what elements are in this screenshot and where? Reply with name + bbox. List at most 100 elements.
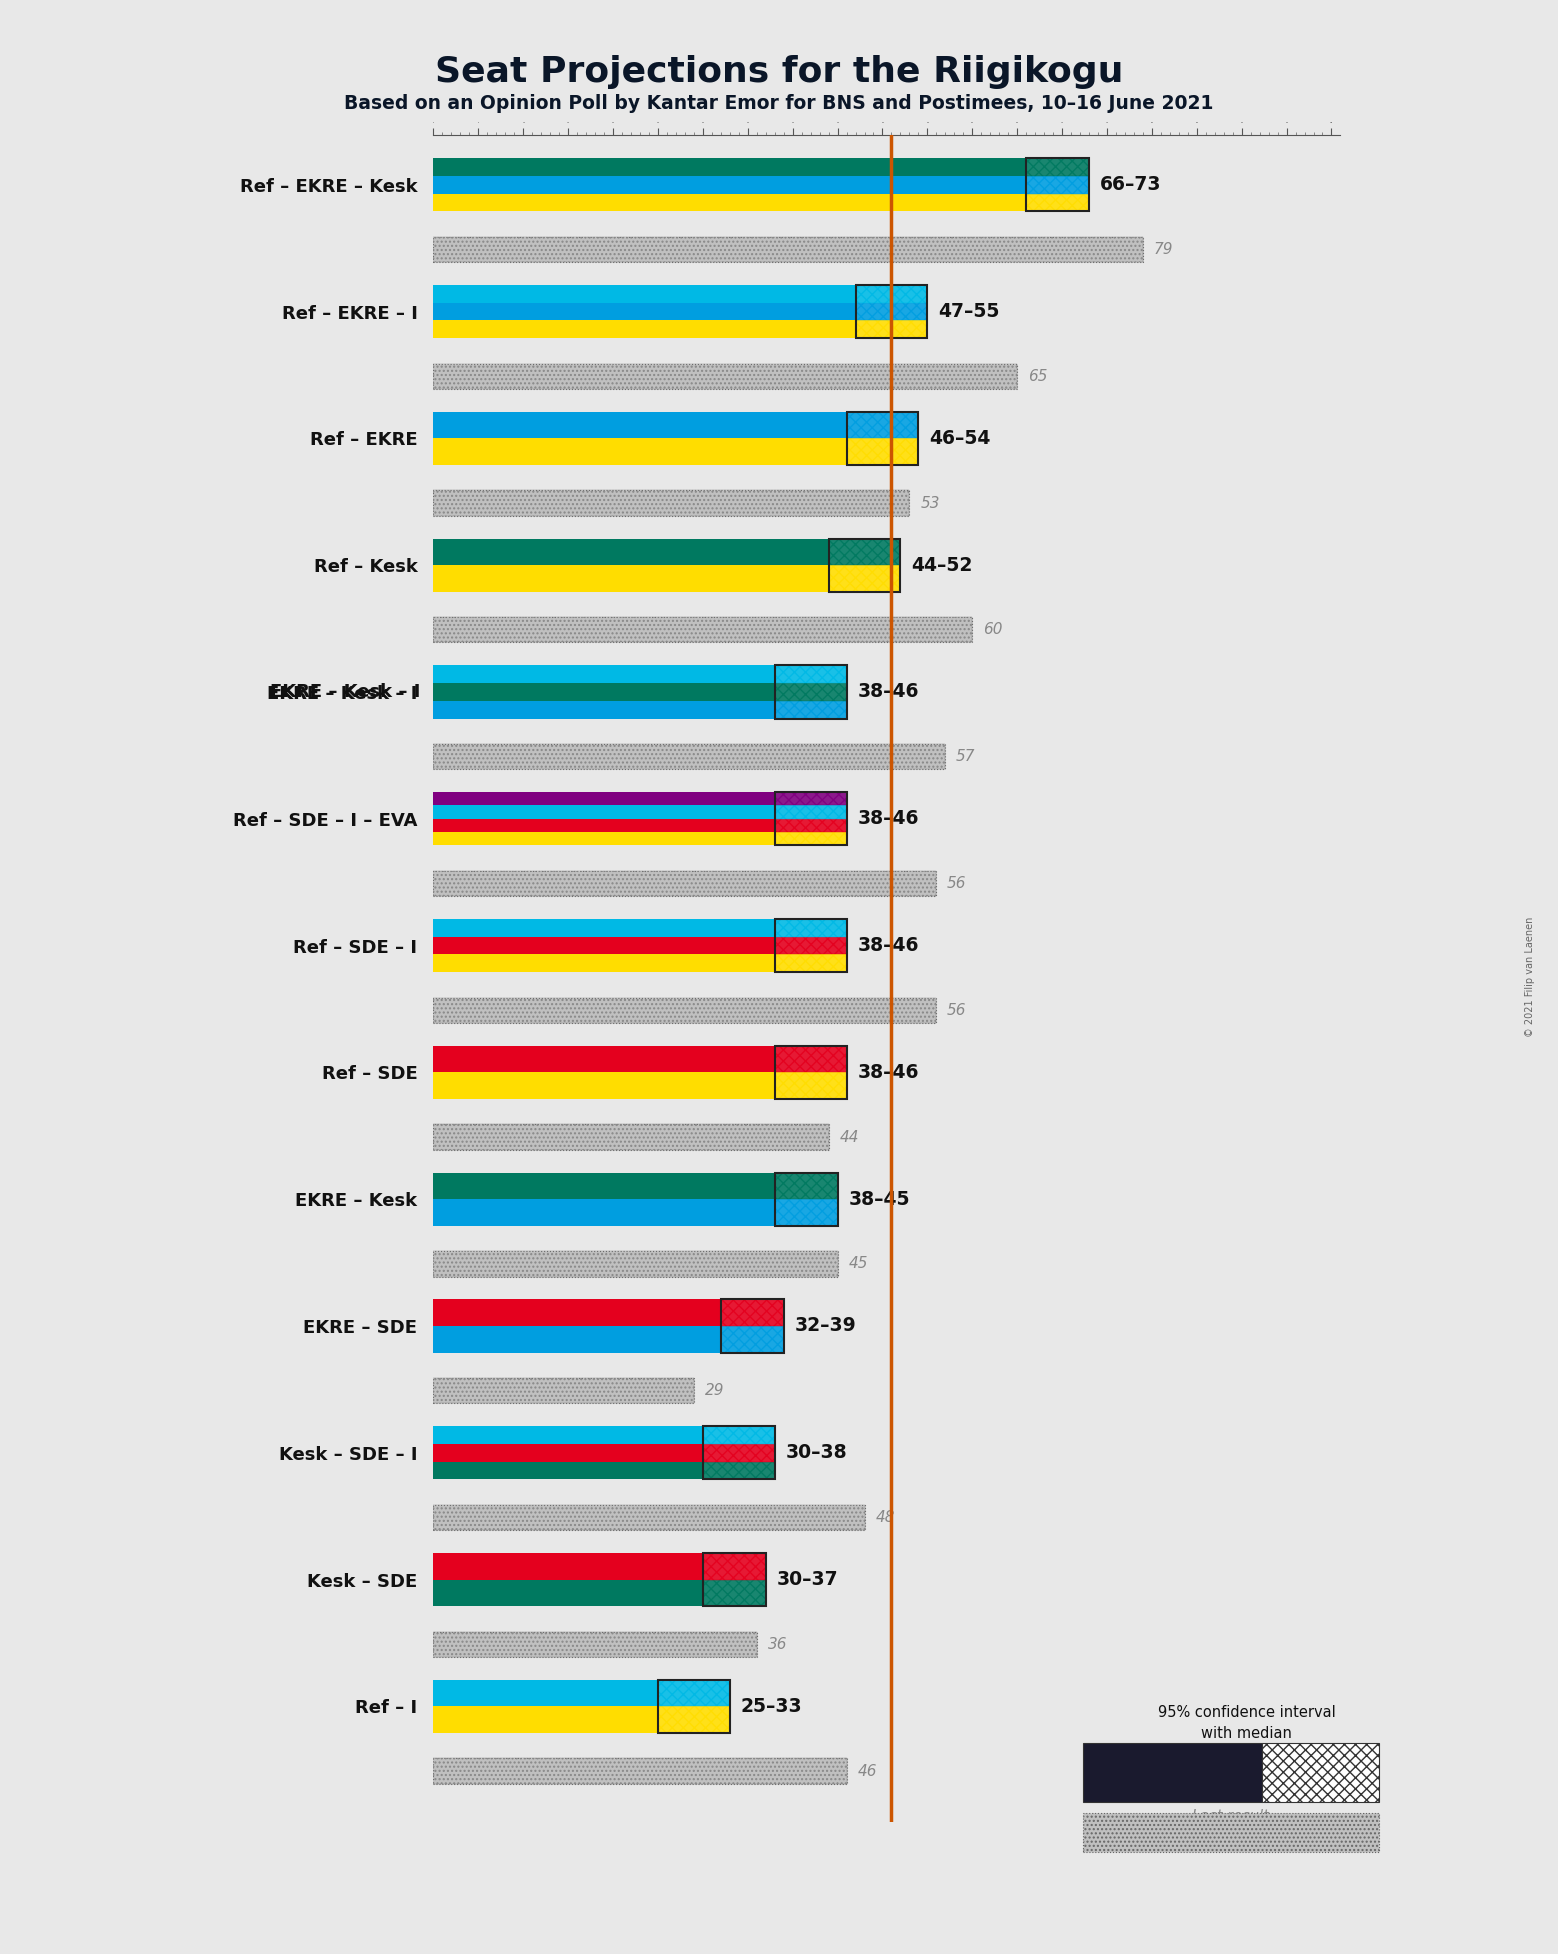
Bar xyxy=(829,539,901,565)
Bar xyxy=(1027,158,1089,176)
Bar xyxy=(855,303,927,320)
Bar xyxy=(774,936,846,954)
Bar xyxy=(433,954,774,973)
Text: 45: 45 xyxy=(849,1256,868,1272)
Bar xyxy=(774,954,846,973)
Bar xyxy=(433,320,855,338)
Bar xyxy=(774,684,846,701)
Bar xyxy=(703,1553,765,1606)
Text: 48: 48 xyxy=(876,1510,894,1524)
Bar xyxy=(433,819,774,832)
Bar xyxy=(433,832,774,846)
Text: 66–73: 66–73 xyxy=(1100,176,1161,193)
Bar xyxy=(433,176,1027,193)
Bar xyxy=(1027,158,1089,211)
Text: 46–54: 46–54 xyxy=(929,428,991,447)
Bar xyxy=(774,1200,838,1225)
Text: 30–37: 30–37 xyxy=(776,1571,838,1589)
Bar xyxy=(846,412,918,465)
Bar xyxy=(433,918,774,936)
Bar xyxy=(433,438,846,465)
Bar xyxy=(433,744,946,770)
Bar xyxy=(703,1444,774,1462)
Text: 46: 46 xyxy=(857,1764,877,1778)
Bar xyxy=(855,320,927,338)
Text: Last result: Last result xyxy=(1192,1809,1270,1825)
Bar xyxy=(774,832,846,846)
Bar xyxy=(433,617,972,643)
Bar xyxy=(721,1299,784,1352)
Bar xyxy=(703,1444,774,1462)
Bar xyxy=(433,303,855,320)
Bar xyxy=(774,954,846,973)
Bar xyxy=(433,1172,774,1200)
Bar xyxy=(433,791,774,805)
Text: 95% confidence interval: 95% confidence interval xyxy=(1158,1704,1335,1720)
Bar xyxy=(433,936,774,954)
Bar xyxy=(774,664,846,684)
Bar xyxy=(433,1251,838,1276)
Bar xyxy=(433,1045,774,1073)
Bar xyxy=(433,871,936,897)
Bar xyxy=(433,744,946,770)
Bar xyxy=(855,303,927,320)
Bar xyxy=(829,565,901,592)
Bar xyxy=(433,1251,838,1276)
Bar xyxy=(774,1045,846,1073)
Bar xyxy=(774,832,846,846)
Text: 30–38: 30–38 xyxy=(785,1444,848,1462)
Bar xyxy=(774,918,846,973)
Bar xyxy=(433,1505,865,1530)
Text: with median: with median xyxy=(1201,1725,1292,1741)
Bar xyxy=(433,565,829,592)
Bar xyxy=(433,1632,757,1657)
Bar xyxy=(829,539,901,565)
Bar xyxy=(433,1462,703,1479)
Bar xyxy=(829,539,901,592)
Bar xyxy=(433,1073,774,1098)
Text: 25–33: 25–33 xyxy=(740,1696,802,1716)
Bar xyxy=(703,1426,774,1444)
Bar xyxy=(433,1706,657,1733)
Bar xyxy=(433,412,846,438)
Bar xyxy=(657,1680,729,1733)
Bar xyxy=(855,285,927,303)
Bar xyxy=(703,1462,774,1479)
Text: 38–45: 38–45 xyxy=(849,1190,910,1210)
Bar xyxy=(433,1579,703,1606)
Bar xyxy=(433,1426,703,1444)
Bar xyxy=(433,1299,721,1327)
Bar xyxy=(846,438,918,465)
Bar xyxy=(433,701,774,719)
Bar xyxy=(846,438,918,465)
Text: 57: 57 xyxy=(957,748,975,764)
Bar xyxy=(433,158,1027,176)
Bar xyxy=(774,1172,838,1225)
Bar xyxy=(657,1680,729,1706)
Bar xyxy=(433,1378,693,1403)
Text: 32–39: 32–39 xyxy=(795,1317,857,1335)
Text: 29: 29 xyxy=(704,1383,724,1399)
Text: 36: 36 xyxy=(768,1637,787,1651)
Bar xyxy=(721,1327,784,1352)
Bar xyxy=(1027,193,1089,211)
Bar xyxy=(846,412,918,438)
Bar xyxy=(774,1045,846,1098)
Text: 65: 65 xyxy=(1028,369,1047,383)
Bar xyxy=(721,1327,784,1352)
Bar xyxy=(1027,176,1089,193)
Bar xyxy=(774,664,846,719)
Bar xyxy=(433,1444,703,1462)
Bar xyxy=(433,617,972,643)
Bar xyxy=(433,285,855,303)
Bar xyxy=(433,998,936,1022)
Bar xyxy=(433,236,1144,262)
Bar xyxy=(774,791,846,805)
Bar xyxy=(703,1553,765,1579)
Bar xyxy=(774,1200,838,1225)
Bar xyxy=(433,1553,703,1579)
Text: 79: 79 xyxy=(1153,242,1173,256)
Bar xyxy=(1027,158,1089,176)
Text: 38–46: 38–46 xyxy=(857,682,919,701)
Bar xyxy=(433,490,910,516)
